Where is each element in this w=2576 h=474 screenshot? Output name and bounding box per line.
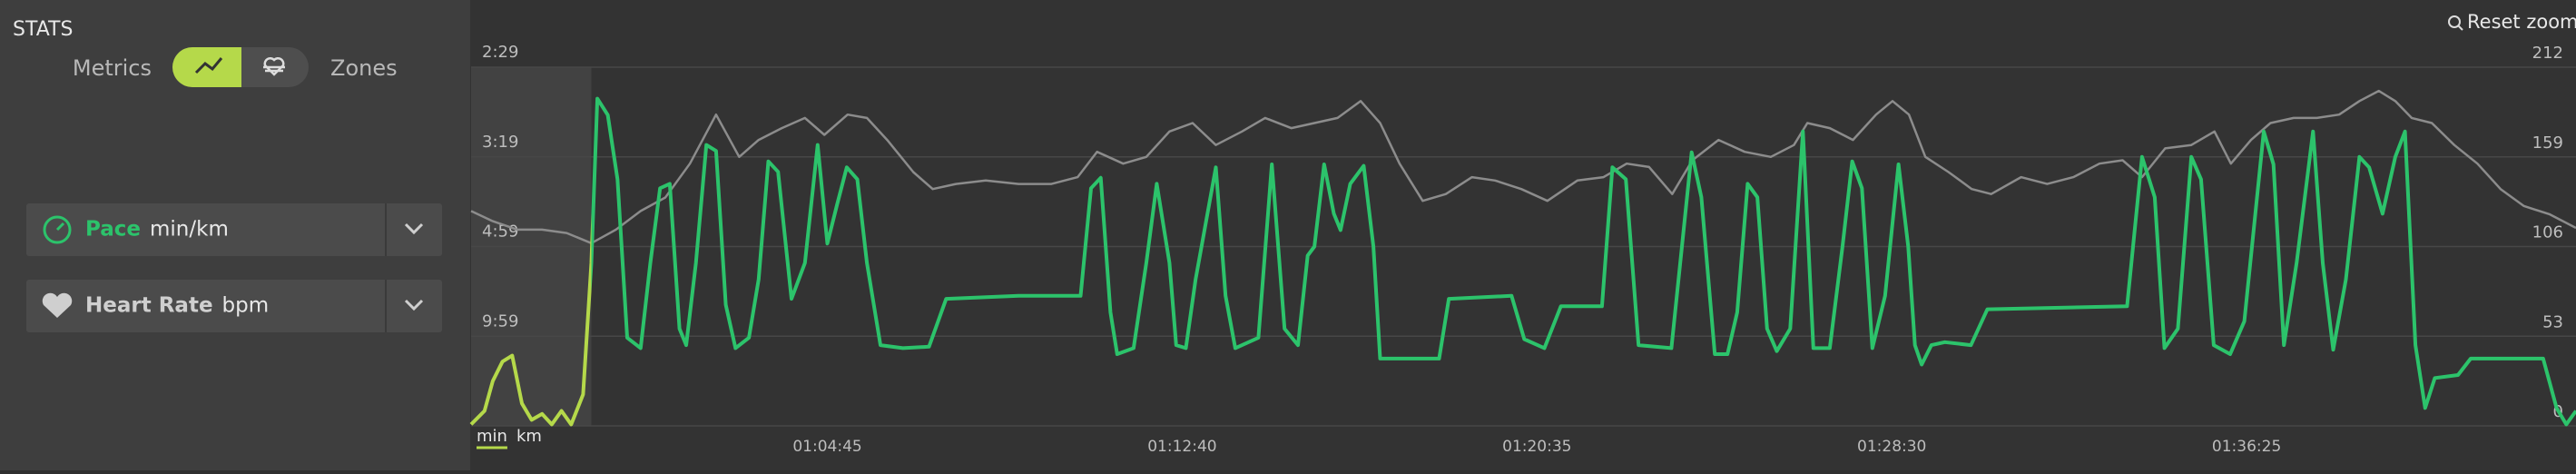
x-tick-label: 01:12:40 xyxy=(1147,438,1216,456)
metric-pace[interactable] xyxy=(26,203,442,256)
y2-tick-label: 212 xyxy=(2532,44,2563,63)
zoom-icon[interactable] xyxy=(2448,15,2461,28)
zoom-icon[interactable] xyxy=(2457,25,2463,31)
pace-icon xyxy=(43,215,72,244)
panel-title: STATS xyxy=(13,18,73,41)
y-tick-label: 3:19 xyxy=(482,133,518,152)
x-tick-label: 01:28:30 xyxy=(1857,438,1926,456)
y-unit[interactable]: min xyxy=(477,427,507,446)
dropdown-chevron[interactable] xyxy=(404,299,424,311)
toggle-metrics-active[interactable] xyxy=(172,47,241,87)
y-tick-label: 9:59 xyxy=(482,311,518,331)
y-unit[interactable]: km xyxy=(516,427,542,446)
pace-line xyxy=(469,96,2576,427)
line-icon xyxy=(194,57,223,74)
metric-heart-rate[interactable] xyxy=(26,280,442,332)
pace-icon-needle xyxy=(55,222,65,232)
y-tick-label: 2:29 xyxy=(482,43,518,62)
x-tick-label: 01:20:35 xyxy=(1502,438,1571,456)
toggle-zones[interactable]: Zones xyxy=(330,55,398,81)
y2-tick-label: 106 xyxy=(2532,223,2563,242)
heart-rate-icon xyxy=(42,292,73,318)
reset-zoom[interactable]: Reset zoom xyxy=(2467,11,2576,33)
dropdown-chevron[interactable] xyxy=(404,222,424,235)
chart-area xyxy=(470,0,2576,470)
metric-name: Heart Rate xyxy=(85,294,213,318)
y2-tick-label: 159 xyxy=(2532,133,2563,153)
heart-rate-line xyxy=(470,89,2576,245)
toggle-metrics[interactable]: Metrics xyxy=(73,55,152,81)
metric-unit: min/km xyxy=(150,218,229,242)
y2-tick-label: 53 xyxy=(2542,312,2563,331)
x-tick-label: 01:36:25 xyxy=(2212,438,2281,456)
heart-icon xyxy=(263,57,285,76)
metric-name: Pace xyxy=(85,218,141,242)
x-tick-label: 01:04:45 xyxy=(792,438,861,456)
metric-unit: bpm xyxy=(222,294,270,318)
